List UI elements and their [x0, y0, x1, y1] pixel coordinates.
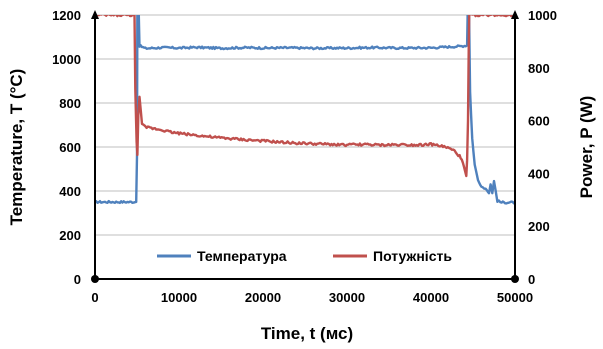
y-axis-left-arrow [91, 10, 99, 19]
x-tick-label: 30000 [329, 290, 365, 305]
y-right-tick-label: 1000 [528, 8, 557, 23]
y-right-tick-label: 0 [528, 272, 535, 287]
y-left-tick-label: 800 [59, 96, 81, 111]
y-left-tick-label: 200 [59, 228, 81, 243]
origin-dot-left [91, 275, 99, 283]
legend: Температура Потужність [157, 248, 452, 264]
legend-label-power: Потужність [373, 248, 452, 264]
legend-label-temperature: Температура [197, 248, 287, 264]
axes [91, 10, 519, 283]
y-left-tick-label: 1200 [52, 8, 81, 23]
y-axis-left-title: Temperature, T (°C) [7, 69, 26, 226]
temperature-series-line [95, 15, 515, 205]
y-right-tick-label: 200 [528, 219, 550, 234]
y-axis-right-arrow [511, 10, 519, 19]
y-right-tick-label: 400 [528, 166, 550, 181]
y-left-tick-label: 1000 [52, 52, 81, 67]
x-tick-label: 20000 [245, 290, 281, 305]
origin-dot-right [511, 275, 519, 283]
y-right-tick-label: 800 [528, 61, 550, 76]
x-tick-label: 0 [91, 290, 98, 305]
y-left-tick-label: 400 [59, 184, 81, 199]
plot-area [95, 15, 515, 205]
y-left-tick-label: 0 [74, 272, 81, 287]
power-series-line [95, 15, 515, 178]
x-tick-label: 40000 [413, 290, 449, 305]
x-tick-label: 50000 [497, 290, 533, 305]
y-left-tick-label: 600 [59, 140, 81, 155]
x-tick-label: 10000 [161, 290, 197, 305]
x-axis-title: Time, t (мс) [261, 324, 353, 343]
y-axis-right-title: Power, P (W) [577, 96, 596, 199]
y-right-tick-label: 600 [528, 114, 550, 129]
